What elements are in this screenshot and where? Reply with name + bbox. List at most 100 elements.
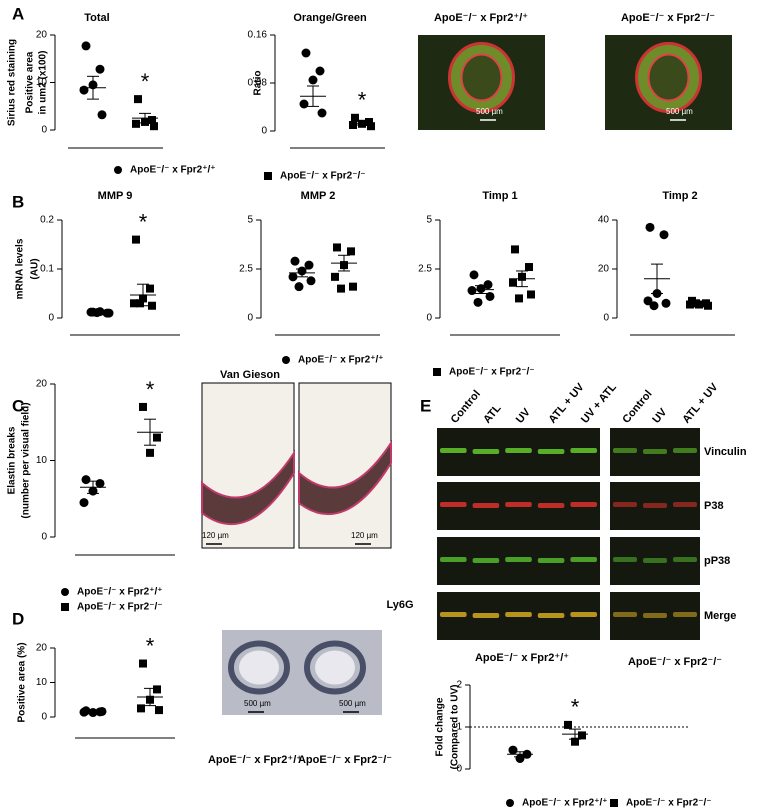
row-label: Vinculin	[704, 446, 747, 458]
y-tick-label: 0	[603, 313, 609, 324]
blot-band	[570, 557, 597, 562]
blot-band	[613, 448, 637, 453]
data-point	[661, 298, 671, 308]
blot-band	[673, 448, 697, 453]
data-point	[95, 478, 105, 488]
blot-band	[440, 612, 467, 617]
data-point	[290, 256, 300, 266]
legend-label: ApoE⁻/⁻ x Fpr2⁺/⁺	[77, 587, 163, 598]
data-point	[299, 99, 309, 109]
y-tick-label: 2.5	[239, 264, 253, 275]
y-axis-label: Sirius red staining	[7, 39, 18, 126]
blot-band	[472, 503, 500, 508]
y-tick-label: 0	[426, 313, 432, 324]
legend-label: ApoE⁻/⁻ x Fpr2⁺/⁺	[298, 355, 384, 366]
lane-label: UV	[514, 406, 533, 426]
legend-marker	[610, 799, 618, 807]
data-point	[132, 119, 140, 128]
y-tick-label: 5	[426, 215, 432, 226]
y-axis-label: Elastin breaks	[7, 426, 18, 494]
blot-band	[505, 448, 532, 453]
chart-title: MMP 9	[98, 190, 133, 202]
data-point	[130, 299, 138, 308]
data-point	[306, 276, 316, 286]
y-axis-label: Ratio	[253, 71, 264, 96]
scale-bar-label: 500 µm	[666, 107, 693, 116]
blot-band	[613, 502, 637, 507]
blot-band	[613, 557, 637, 562]
legend-label: ApoE⁻/⁻ x Fpr2⁻/⁻	[449, 367, 535, 378]
blot-band	[570, 502, 597, 507]
blot-band	[537, 449, 565, 454]
lane-label: ATL	[481, 402, 504, 426]
blot-band	[472, 449, 500, 454]
lumen	[315, 650, 355, 685]
y-axis-label: mRNA levels	[15, 238, 26, 299]
data-point	[155, 706, 163, 715]
data-point	[525, 263, 533, 272]
panel-label: A	[12, 4, 24, 23]
significance-mark: *	[358, 88, 367, 113]
lumen	[239, 650, 279, 685]
data-point	[308, 75, 318, 85]
lumen	[460, 53, 503, 102]
legend-label: ApoE⁻/⁻ x Fpr2⁻/⁻	[626, 798, 712, 809]
data-point	[473, 297, 483, 307]
data-point	[333, 243, 341, 252]
y-tick-label: 0.1	[40, 264, 54, 275]
data-point	[153, 433, 161, 442]
y-tick-label: 20	[36, 643, 48, 654]
legend-marker	[433, 368, 441, 376]
blot-band	[613, 612, 637, 617]
blot-band	[537, 503, 565, 508]
tissue	[304, 640, 366, 695]
blot-band	[643, 503, 667, 508]
y-tick-label: 0.08	[248, 78, 268, 89]
data-point	[331, 272, 339, 281]
y-tick-label: 2	[456, 680, 462, 691]
data-point	[704, 301, 712, 310]
data-point	[467, 286, 477, 296]
data-point	[301, 48, 311, 58]
data-point	[137, 704, 145, 713]
data-point	[317, 108, 327, 118]
scale-bar-label: 500 µm	[244, 699, 271, 708]
legend-marker	[61, 588, 69, 596]
legend-label: ApoE⁻/⁻ x Fpr2⁻/⁻	[280, 171, 366, 182]
blot-band	[673, 612, 697, 617]
blot-band	[673, 502, 697, 507]
row-label: P38	[704, 500, 724, 512]
blot-caption: ApoE⁻/⁻ x Fpr2⁻/⁻	[628, 656, 722, 668]
image-caption: ApoE⁻/⁻ x Fpr2⁺/⁺	[208, 754, 302, 766]
image-caption: ApoE⁻/⁻ x Fpr2⁻/⁻	[298, 754, 392, 766]
blot-band	[440, 448, 467, 453]
data-point	[81, 475, 91, 485]
lumen	[647, 53, 690, 102]
data-point	[365, 118, 373, 126]
lane-label: Control	[449, 388, 483, 426]
data-point	[139, 402, 147, 411]
blot-band	[537, 613, 565, 618]
blot-band	[673, 557, 697, 562]
data-point	[515, 754, 525, 763]
blot-band	[643, 558, 667, 563]
blot-band	[537, 558, 565, 563]
data-point	[304, 260, 314, 270]
y-tick-label: 0	[247, 313, 253, 324]
data-point	[139, 659, 147, 668]
chart-title: Timp 2	[662, 190, 697, 202]
lane-label: ATL + UV	[680, 381, 721, 426]
significance-mark: *	[571, 695, 580, 720]
data-point	[134, 95, 142, 104]
y-tick-label: 10	[36, 77, 48, 88]
data-point	[337, 284, 345, 293]
legend-marker	[264, 172, 272, 180]
y-axis-label: Positive area (%)	[17, 642, 28, 722]
y-tick-label: 0	[48, 313, 54, 324]
blot-band	[505, 502, 532, 507]
data-point	[469, 270, 479, 280]
y-tick-label: 40	[598, 215, 610, 226]
legend-marker	[61, 603, 69, 611]
row-label: Merge	[704, 610, 736, 622]
y-tick-label: 0	[456, 764, 462, 775]
